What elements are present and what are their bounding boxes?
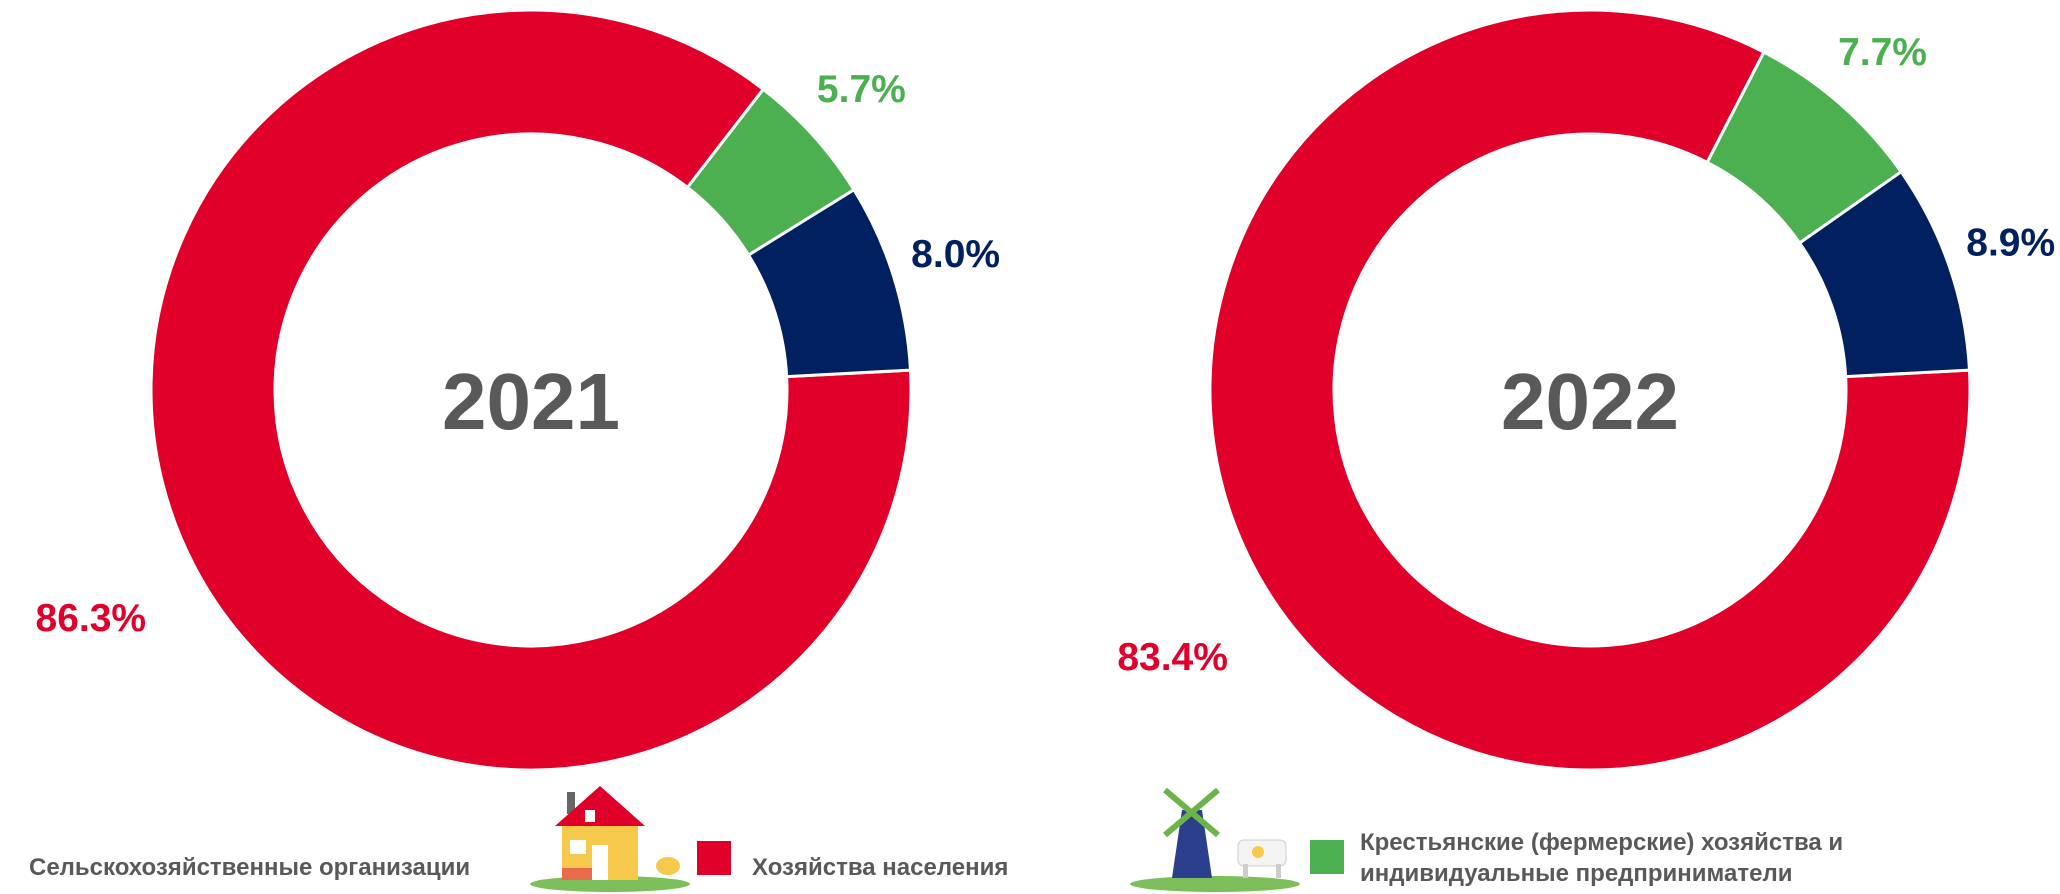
windmill-icon [1130, 787, 1300, 892]
value-label: 83.4% [1117, 636, 1228, 679]
value-label: 8.9% [1966, 221, 2055, 264]
value-label: 8.0% [911, 233, 1000, 276]
value-label: 7.7% [1838, 31, 1927, 74]
house-icon [530, 786, 690, 892]
legend-swatch [1310, 840, 1344, 874]
donut-slice [1797, 169, 1972, 379]
donut-slice [149, 8, 913, 772]
value-label: 5.7% [817, 68, 906, 111]
donut-slice [746, 187, 913, 379]
legend-swatch [697, 841, 731, 875]
legend-label: Крестьянские (фермерские) хозяйства и ин… [1360, 829, 1844, 887]
donut-slice [1208, 8, 1972, 772]
legend-label: Хозяйства населения [752, 854, 1009, 881]
donut-title: 2021 [442, 357, 620, 446]
legend-label: Сельскохозяйственные организации [29, 854, 471, 881]
donut-title: 2022 [1501, 357, 1679, 446]
value-label: 86.3% [36, 597, 147, 640]
